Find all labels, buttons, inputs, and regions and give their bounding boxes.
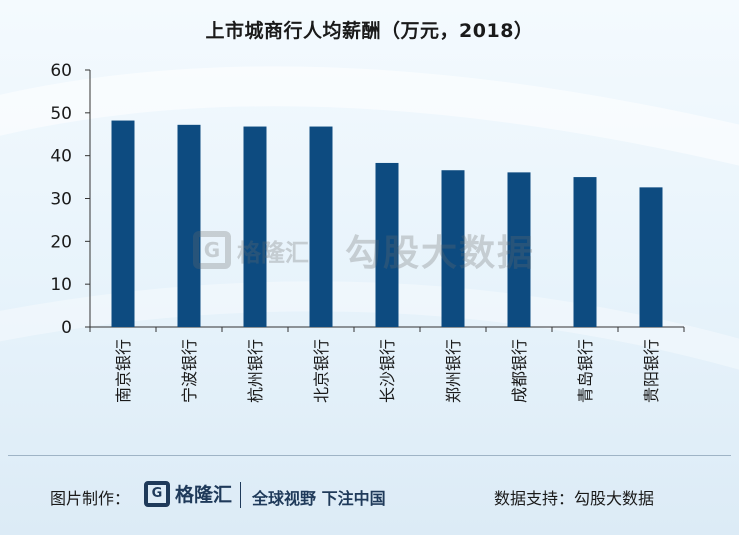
- footer-logo-icon: G: [144, 480, 170, 507]
- bar: [243, 126, 267, 327]
- x-tick-label: 青岛银行: [576, 339, 595, 403]
- y-tick-label: 0: [61, 318, 72, 338]
- y-tick-label: 40: [50, 147, 72, 167]
- bar: [111, 120, 135, 327]
- footer-slogan: 全球视野 下注中国: [252, 489, 386, 508]
- y-tick-label: 60: [50, 61, 72, 81]
- bar: [507, 172, 531, 327]
- chart-title: 上市城商行人均薪酬（万元，2018）: [205, 20, 534, 42]
- bar: [573, 177, 597, 327]
- x-tick-label: 成都银行: [510, 339, 529, 403]
- bar: [177, 124, 201, 328]
- bar: [309, 126, 333, 327]
- x-tick-label: 北京银行: [312, 339, 331, 403]
- y-tick-label: 50: [50, 104, 72, 124]
- footer-logo: G 格隆汇: [144, 480, 232, 507]
- x-tick-label: 郑州银行: [444, 339, 463, 403]
- footer-logo-text: 格隆汇: [175, 484, 233, 506]
- footer-divider: [8, 455, 731, 456]
- footer: 图片制作： G 格隆汇 全球视野 下注中国 数据支持：勾股大数据: [0, 478, 739, 518]
- bar: [639, 187, 663, 327]
- y-tick-label: 10: [50, 275, 72, 295]
- x-tick-label: 南京银行: [114, 339, 133, 403]
- bar: [441, 170, 465, 327]
- footer-data-source: 数据支持：勾股大数据: [494, 489, 655, 508]
- footer-made-by-label: 图片制作：: [50, 489, 131, 508]
- x-tick-label: 长沙银行: [378, 339, 397, 403]
- bar-chart: 0 10 20 30 40 50 60 南京银行 宁波银行 杭州银行 北京银行 长沙银行 郑州银行 成都银…: [50, 61, 685, 403]
- footer-vertical-divider: [240, 482, 241, 508]
- y-tick-label: 20: [50, 232, 72, 252]
- y-tick-label: 30: [50, 190, 72, 210]
- x-tick-label: 杭州银行: [246, 339, 265, 403]
- bar: [375, 162, 399, 327]
- x-tick-label: 贵阳银行: [642, 339, 661, 403]
- x-tick-label: 宁波银行: [180, 339, 199, 403]
